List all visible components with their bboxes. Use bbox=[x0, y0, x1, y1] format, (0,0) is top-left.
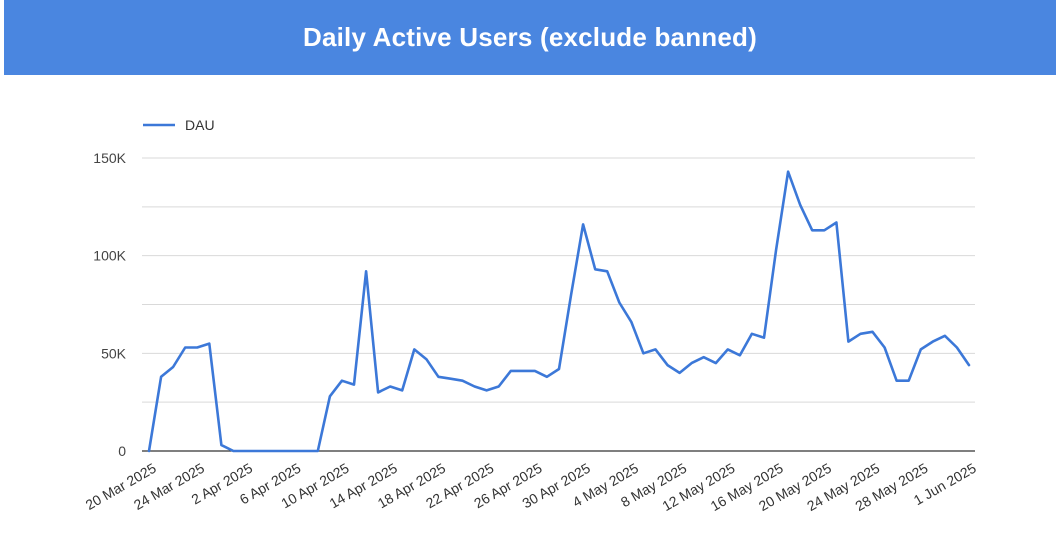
legend-label-dau: DAU bbox=[185, 117, 215, 133]
y-tick-label: 50K bbox=[101, 345, 127, 361]
chart-title-banner: Daily Active Users (exclude banned) bbox=[4, 0, 1056, 75]
chart-title: Daily Active Users (exclude banned) bbox=[303, 22, 757, 52]
legend[interactable]: DAU bbox=[143, 117, 215, 133]
y-tick-label: 0 bbox=[118, 443, 126, 459]
gridlines bbox=[142, 157, 975, 452]
series-line-dau[interactable] bbox=[147, 170, 971, 453]
chart-area: 0 50K 100K 150K 20 Mar 2025 24 Mar 2025 2 Apr… bbox=[0, 75, 1056, 546]
series-layer bbox=[147, 170, 971, 453]
y-tick-label: 100K bbox=[93, 248, 126, 264]
y-tick-label: 150K bbox=[93, 150, 126, 166]
y-axis-ticks: 0 50K 100K 150K bbox=[93, 150, 126, 459]
